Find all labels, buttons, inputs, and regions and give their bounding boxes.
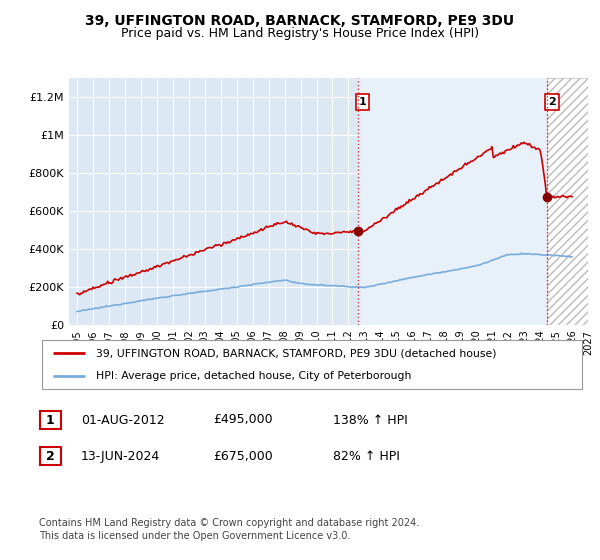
Text: 01-AUG-2012: 01-AUG-2012 <box>81 413 164 427</box>
Text: £675,000: £675,000 <box>213 450 273 463</box>
Text: 2: 2 <box>46 450 55 463</box>
Text: HPI: Average price, detached house, City of Peterborough: HPI: Average price, detached house, City… <box>96 371 412 381</box>
Bar <box>358 78 547 325</box>
Bar <box>547 78 588 325</box>
Bar <box>547 78 588 325</box>
Text: 1: 1 <box>359 97 367 107</box>
Text: 1: 1 <box>46 413 55 427</box>
Text: £495,000: £495,000 <box>213 413 272 427</box>
Text: 39, UFFINGTON ROAD, BARNACK, STAMFORD, PE9 3DU: 39, UFFINGTON ROAD, BARNACK, STAMFORD, P… <box>85 14 515 28</box>
Text: 138% ↑ HPI: 138% ↑ HPI <box>333 413 408 427</box>
Text: 2: 2 <box>548 97 556 107</box>
Text: 13-JUN-2024: 13-JUN-2024 <box>81 450 160 463</box>
Text: Contains HM Land Registry data © Crown copyright and database right 2024.
This d: Contains HM Land Registry data © Crown c… <box>39 518 419 541</box>
Text: 39, UFFINGTON ROAD, BARNACK, STAMFORD, PE9 3DU (detached house): 39, UFFINGTON ROAD, BARNACK, STAMFORD, P… <box>96 348 497 358</box>
Text: 82% ↑ HPI: 82% ↑ HPI <box>333 450 400 463</box>
Text: Price paid vs. HM Land Registry's House Price Index (HPI): Price paid vs. HM Land Registry's House … <box>121 27 479 40</box>
